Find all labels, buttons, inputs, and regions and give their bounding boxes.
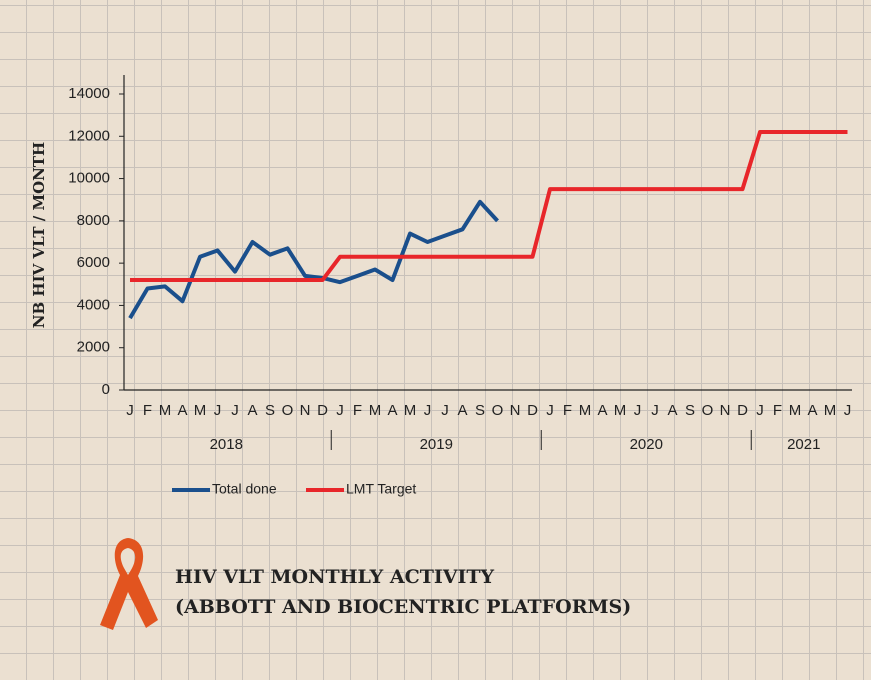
x-tick-label: J (844, 402, 852, 419)
x-tick-label: O (492, 402, 504, 419)
x-tick-label: A (457, 402, 467, 419)
x-tick-label: J (126, 402, 134, 419)
title-line: (ABBOTT AND BIOCENTRIC PLATFORMS) (175, 596, 631, 618)
x-tick-label: M (824, 402, 837, 419)
legend-label: LMT Target (346, 481, 416, 497)
x-tick-label: M (579, 402, 592, 419)
x-tick-label: M (159, 402, 172, 419)
x-tick-label: F (773, 402, 782, 419)
x-tick-label: J (756, 402, 764, 419)
title-line: HIV VLT MONTHLY ACTIVITY (175, 566, 495, 588)
x-tick-label: A (247, 402, 257, 419)
x-tick-label: J (424, 402, 432, 419)
y-axis-label: NB HIV VLT / MONTH (30, 142, 48, 328)
x-tick-label: M (614, 402, 627, 419)
x-tick-label: A (177, 402, 187, 419)
x-tick-label: M (404, 402, 417, 419)
x-tick-label: J (336, 402, 344, 419)
x-tick-label: J (214, 402, 222, 419)
y-tick-label: 12000 (68, 127, 110, 144)
x-tick-label: S (475, 402, 485, 419)
x-tick-label: A (387, 402, 397, 419)
y-tick-label: 8000 (77, 212, 110, 229)
x-tick-label: M (789, 402, 802, 419)
x-tick-label: F (563, 402, 572, 419)
x-tick-label: A (597, 402, 607, 419)
y-tick-label: 10000 (68, 170, 110, 187)
year-label: 2021 (787, 436, 820, 453)
x-tick-label: D (527, 402, 538, 419)
x-tick-label: A (667, 402, 677, 419)
x-tick-label: O (282, 402, 294, 419)
x-tick-label: S (685, 402, 695, 419)
y-tick-label: 2000 (77, 339, 110, 356)
y-tick-label: 6000 (77, 254, 110, 271)
ribbon-icon (100, 538, 158, 630)
year-label: 2020 (630, 436, 663, 453)
x-tick-label: D (317, 402, 328, 419)
series-line (128, 199, 499, 320)
x-tick-label: J (546, 402, 554, 419)
x-tick-label: M (194, 402, 207, 419)
x-tick-label: F (353, 402, 362, 419)
x-tick-label: M (369, 402, 382, 419)
x-tick-label: N (720, 402, 731, 419)
x-tick-label: D (737, 402, 748, 419)
y-tick-label: 14000 (68, 85, 110, 102)
y-tick-label: 4000 (77, 296, 110, 313)
x-tick-label: J (634, 402, 642, 419)
year-label: 2018 (210, 436, 243, 453)
series-line (130, 130, 848, 283)
legend-label: Total done (212, 481, 277, 497)
x-tick-label: N (300, 402, 311, 419)
y-tick-label: 0 (102, 381, 110, 398)
year-label: 2019 (420, 436, 453, 453)
x-tick-label: J (651, 402, 659, 419)
x-tick-label: O (702, 402, 714, 419)
x-tick-label: N (510, 402, 521, 419)
x-tick-label: A (807, 402, 817, 419)
x-tick-label: F (143, 402, 152, 419)
x-tick-label: S (265, 402, 275, 419)
x-tick-label: J (441, 402, 449, 419)
x-tick-label: J (231, 402, 239, 419)
